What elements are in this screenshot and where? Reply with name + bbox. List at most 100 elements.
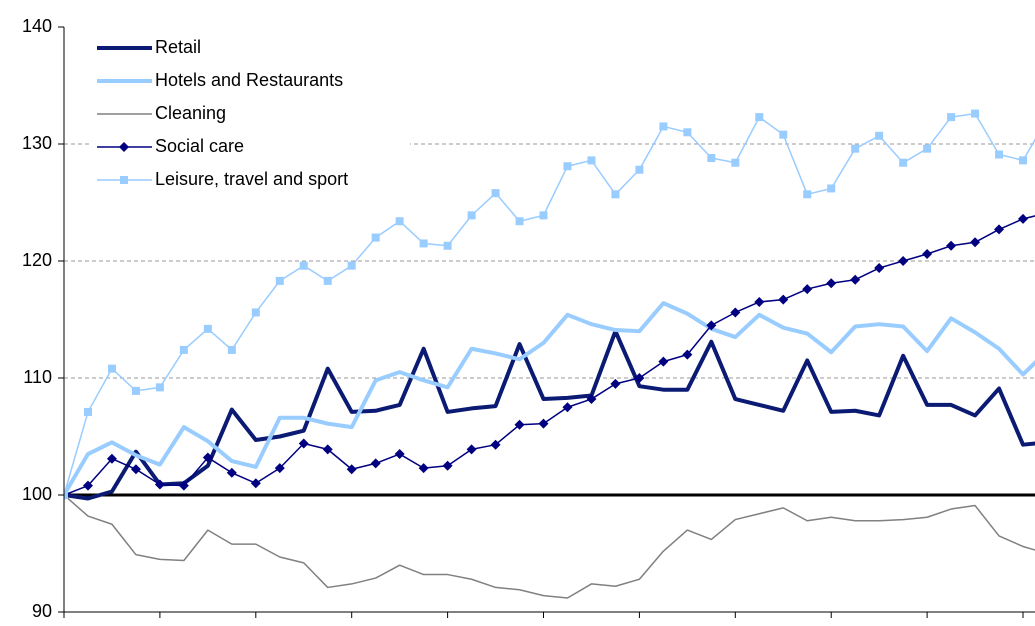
x-tick-label: 1999 [44,625,84,626]
legend-marker [120,176,128,184]
marker [851,144,860,153]
marker [947,113,956,122]
marker [466,444,477,455]
marker [754,296,765,307]
marker [803,190,812,199]
marker [347,261,356,270]
marker [202,452,213,463]
marker [635,165,644,174]
marker [682,349,693,360]
marker [995,150,1004,159]
marker [587,156,596,165]
x-tick-label: 2006 [715,625,755,626]
marker [491,189,500,198]
marker [1019,156,1028,165]
marker [658,356,669,367]
marker [490,439,501,450]
marker [826,278,837,289]
x-tick-label: 2000 [140,625,180,626]
marker [538,418,549,429]
marker [683,128,692,137]
y-tick-label: 110 [23,367,52,387]
marker [562,402,573,413]
marker [706,320,717,331]
x-tick-label: 2007 [811,625,851,626]
marker [83,407,92,416]
marker [82,480,93,491]
marker [731,158,740,167]
series-line [64,494,1035,599]
marker [778,294,789,305]
marker [226,467,237,478]
marker [467,211,476,220]
marker [755,113,764,122]
y-tick-label: 90 [32,601,52,621]
marker [610,378,621,389]
marker [922,248,933,259]
marker [874,263,885,274]
marker [275,276,284,285]
marker [131,386,140,395]
marker [1018,213,1029,224]
marker [298,438,309,449]
x-tick-label: 2005 [619,625,659,626]
marker [850,274,861,285]
marker [370,458,381,469]
marker [779,130,788,139]
plot-area [64,109,1035,599]
x-tick-label: 2003 [428,625,468,626]
x-tick-label: 2009 [1003,625,1035,626]
marker [203,324,212,333]
marker [994,224,1005,235]
legend-label: Leisure, travel and sport [155,169,348,189]
marker [659,122,668,131]
legend-label: Hotels and Restaurants [155,70,343,90]
series-line [64,329,1035,501]
marker [515,217,524,226]
marker [634,373,645,383]
legend-marker [119,142,129,152]
marker [802,284,813,295]
marker [154,479,165,490]
marker [730,307,741,318]
legend-bg [90,33,410,198]
y-tick-label: 100 [22,484,52,504]
marker [250,478,261,489]
series-line [64,301,1035,497]
marker [179,345,188,354]
legend-label: Social care [155,136,244,156]
marker [563,162,572,171]
marker [419,239,428,248]
marker [64,491,68,499]
marker [178,480,189,491]
marker [346,464,357,475]
marker [107,364,116,373]
marker [611,190,620,199]
marker [875,131,884,140]
x-tick-label: 2002 [332,625,372,626]
marker [899,158,908,167]
x-tick-label: 2004 [523,625,563,626]
y-tick-label: 140 [22,16,52,36]
marker [514,419,525,430]
series-line [64,215,1035,496]
marker [442,460,453,471]
marker [251,308,260,317]
marker [394,449,405,460]
marker [395,217,404,226]
y-tick-label: 130 [22,133,52,153]
x-tick-label: 2008 [907,625,947,626]
marker [418,463,429,474]
marker [970,237,981,248]
marker [323,276,332,285]
marker [898,256,909,266]
marker [155,383,164,392]
marker [707,154,716,163]
y-tick-label: 120 [22,250,52,270]
legend-label: Retail [155,37,201,57]
legend-label: Cleaning [155,103,226,123]
marker [827,184,836,193]
marker [586,394,597,405]
